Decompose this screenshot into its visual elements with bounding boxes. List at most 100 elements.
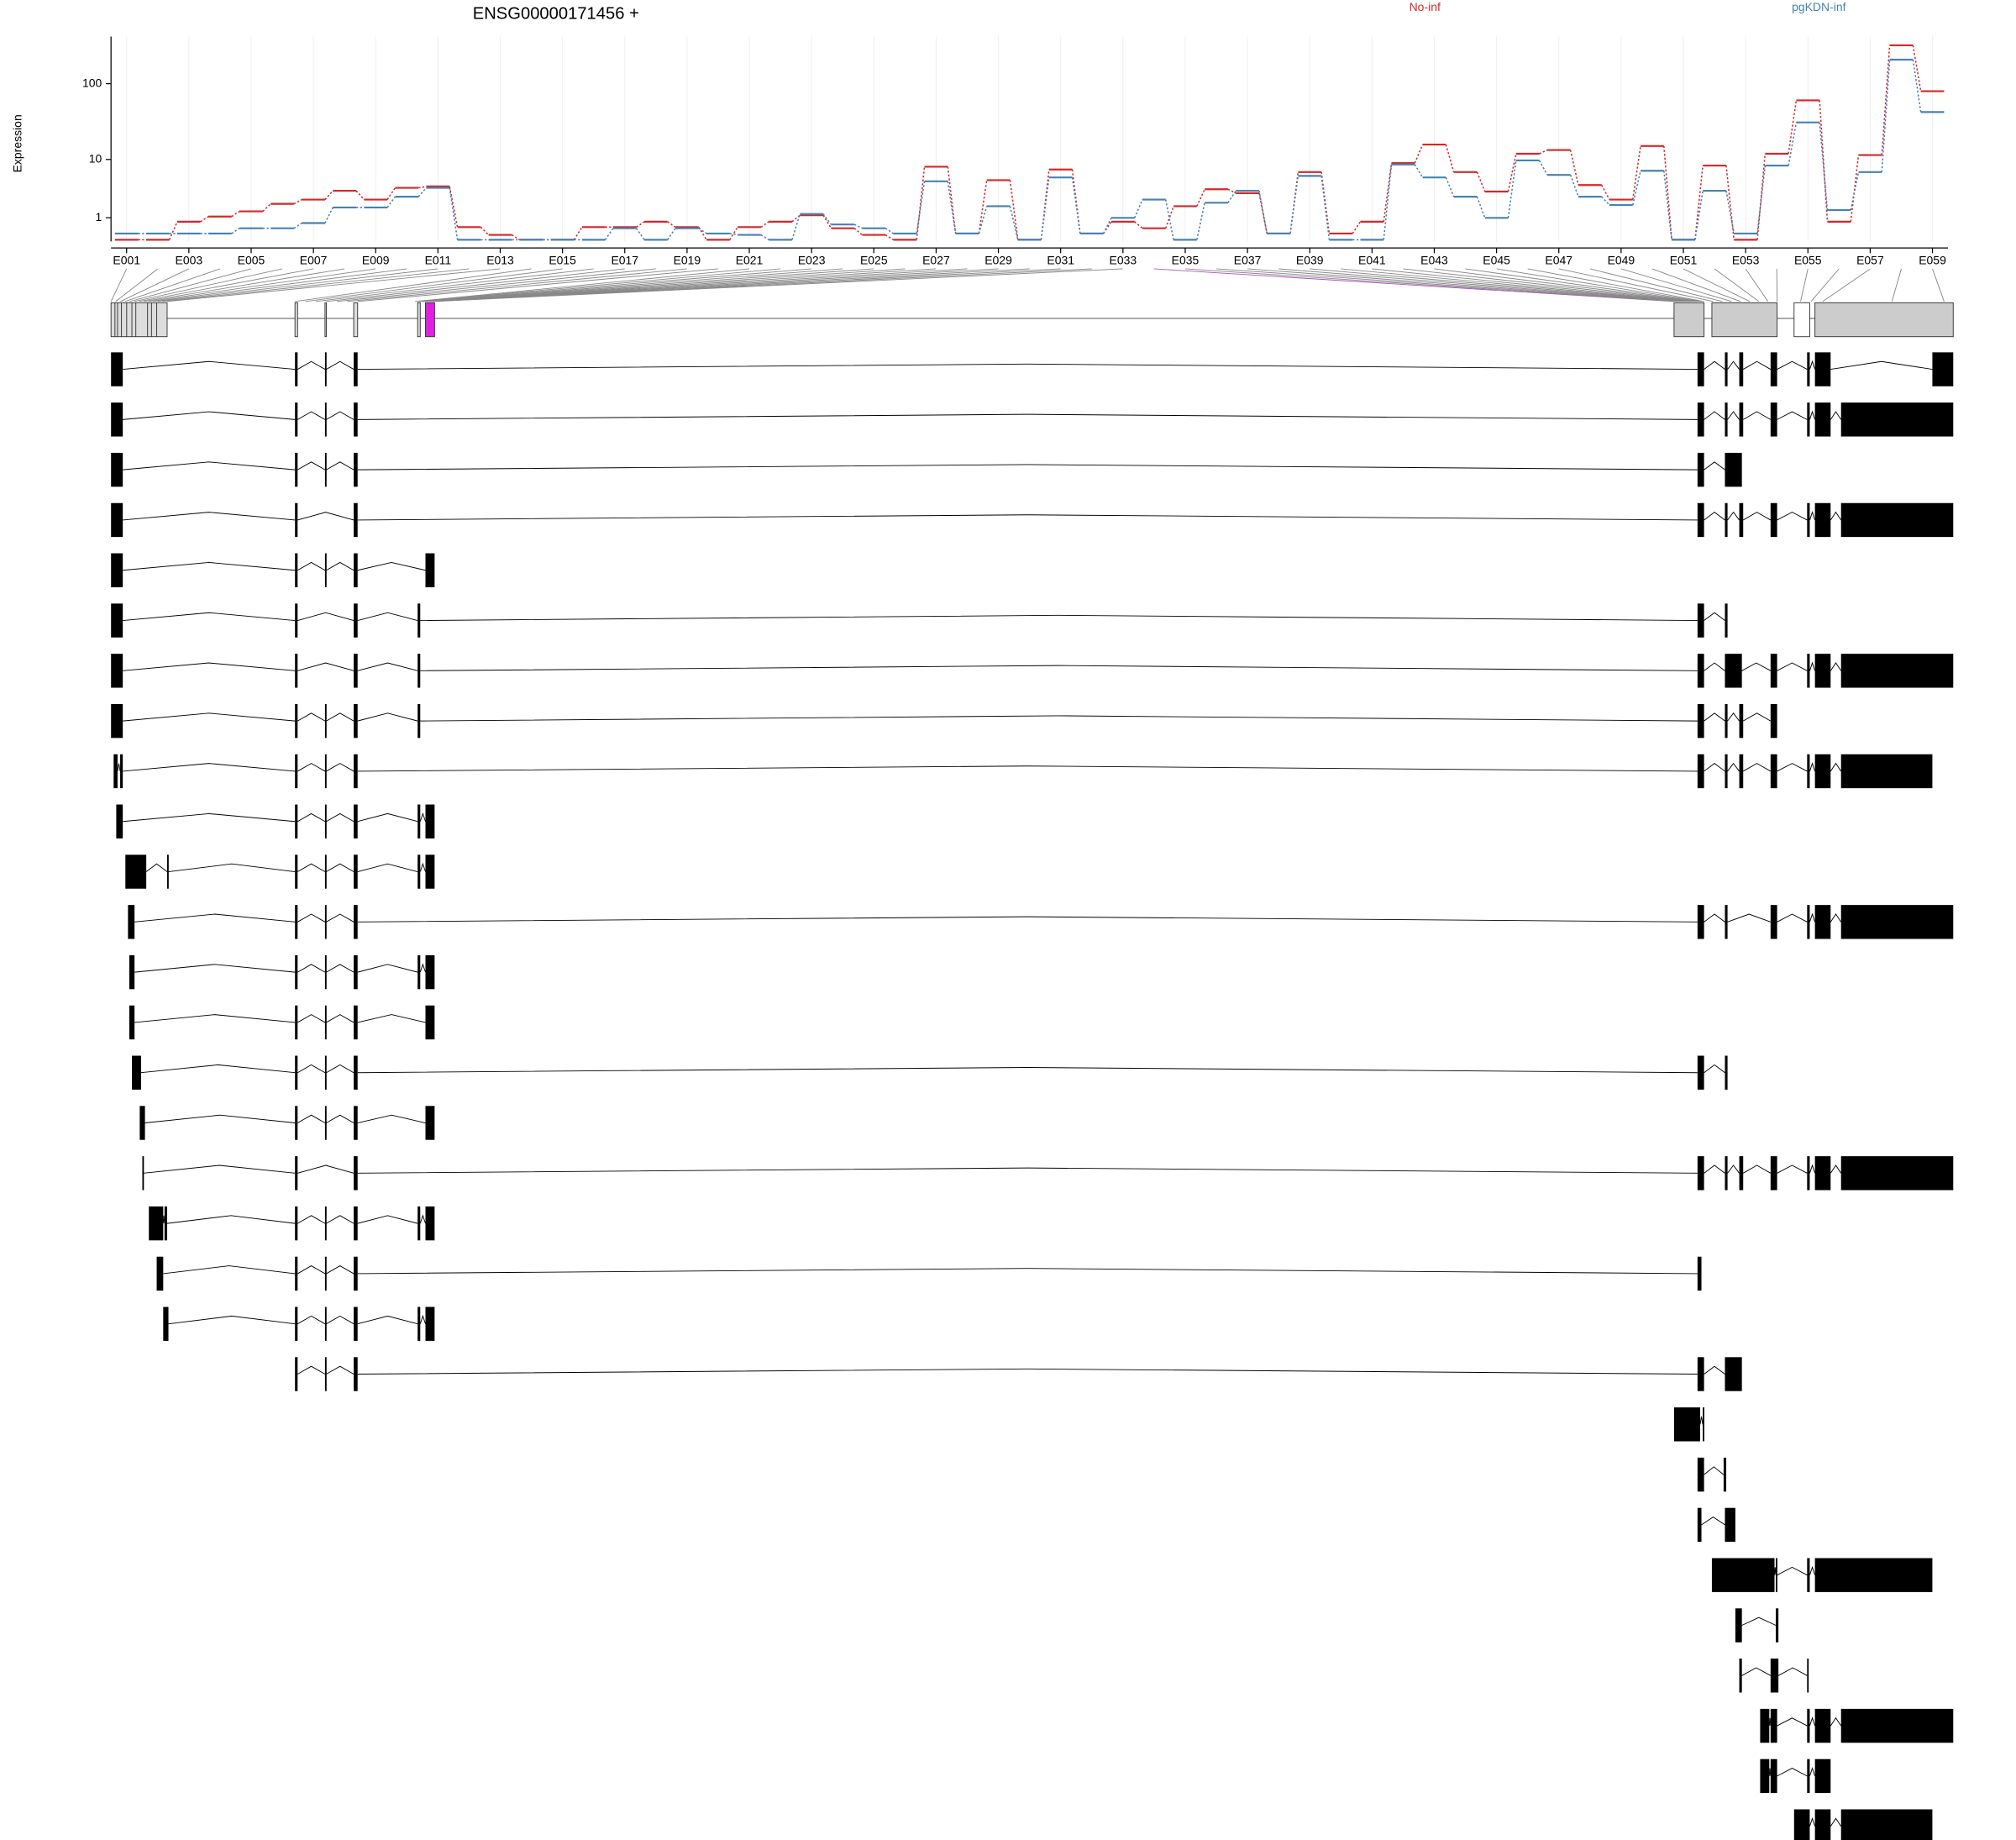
- exon-link: [1714, 268, 1760, 302]
- exon: [425, 1005, 435, 1040]
- exon: [1776, 1558, 1777, 1592]
- exon: [354, 754, 358, 789]
- exon: [1735, 1608, 1742, 1643]
- exon: [163, 1306, 169, 1341]
- intron: [140, 1064, 296, 1074]
- exon: [1840, 754, 1933, 789]
- exon: [1770, 502, 1777, 538]
- intron: [326, 461, 354, 471]
- x-tick-label: E049: [1608, 253, 1635, 266]
- exon: [295, 804, 298, 839]
- x-tick-label: E011: [425, 253, 452, 266]
- transcript: [111, 352, 1954, 386]
- step-connector: [1320, 176, 1331, 240]
- exon: [1725, 352, 1728, 386]
- legend-entry: pgKDN-inf: [1792, 0, 1846, 13]
- intron: [357, 765, 1698, 772]
- legend-entry: No-inf: [1410, 0, 1441, 13]
- exon: [1807, 1759, 1810, 1794]
- exon: [1840, 905, 1954, 939]
- intron: [357, 464, 1698, 471]
- step-connector: [480, 226, 490, 236]
- step-connector: [1819, 100, 1829, 222]
- exon: [354, 703, 358, 739]
- step-connector: [449, 186, 459, 228]
- exon-link: [148, 268, 376, 302]
- step-connector: [1352, 221, 1362, 234]
- exon: [1725, 1055, 1728, 1090]
- exon: [1770, 1708, 1777, 1743]
- intron: [357, 916, 1698, 923]
- exon: [111, 703, 123, 739]
- exon: [1725, 754, 1728, 789]
- y-axis-label: Expression: [11, 114, 24, 172]
- step-connector: [636, 228, 645, 240]
- step-connector: [1227, 188, 1236, 194]
- intron: [1704, 360, 1725, 370]
- step-connector: [1881, 45, 1891, 155]
- x-tick-label: E051: [1670, 253, 1698, 266]
- intron: [1704, 1365, 1725, 1375]
- intron: [1809, 912, 1816, 923]
- intron: [297, 1014, 326, 1023]
- intron: [1768, 1717, 1772, 1727]
- step-connector: [1912, 59, 1922, 113]
- intron: [1809, 1164, 1816, 1174]
- intron: [297, 1265, 326, 1275]
- exon: [1725, 452, 1742, 487]
- exon: [111, 553, 123, 587]
- exon-link: [315, 268, 594, 302]
- intron: [357, 1215, 418, 1224]
- step-connector: [1009, 206, 1019, 240]
- x-tick-label: E021: [736, 253, 764, 266]
- intron: [326, 561, 354, 571]
- intron: [1777, 411, 1808, 420]
- intron: [357, 964, 418, 973]
- exon: [1697, 502, 1704, 538]
- intron: [123, 360, 296, 371]
- intron: [357, 363, 1698, 371]
- intron: [297, 1114, 326, 1123]
- intron: [123, 812, 296, 823]
- exon: [1814, 402, 1831, 437]
- intron: [1704, 461, 1725, 471]
- exon-link: [144, 268, 345, 302]
- exon: [324, 1256, 327, 1291]
- exon-link: [421, 268, 874, 302]
- intron: [1704, 1164, 1725, 1174]
- exon: [1725, 703, 1728, 739]
- intron: [1809, 1565, 1816, 1575]
- exon-link: [1620, 268, 1732, 302]
- step-connector: [1631, 145, 1641, 200]
- transcript: [111, 502, 1954, 538]
- exon-link: [1891, 268, 1902, 302]
- intron: [1809, 762, 1816, 772]
- exon: [295, 553, 298, 587]
- exon: [417, 703, 421, 739]
- step-connector: [1538, 160, 1548, 176]
- intron: [1777, 360, 1808, 370]
- exon: [156, 1256, 164, 1291]
- step-connector: [1289, 176, 1299, 234]
- exon: [295, 905, 298, 939]
- exon-link: [416, 268, 781, 302]
- x-tick-label: E041: [1358, 253, 1386, 266]
- exon: [1840, 654, 1954, 688]
- step-connector: [293, 198, 302, 205]
- exon: [1840, 502, 1954, 538]
- exon: [1739, 703, 1744, 739]
- x-tick-label: E045: [1483, 253, 1510, 266]
- exon: [116, 804, 123, 839]
- transcript: [129, 954, 435, 990]
- step-connector: [1539, 149, 1548, 155]
- transcript: [1739, 1659, 1809, 1693]
- exon: [1697, 1256, 1702, 1291]
- intron: [326, 1265, 354, 1275]
- intron: [297, 360, 326, 370]
- exon: [1807, 905, 1810, 939]
- step-connector: [667, 221, 676, 228]
- exon-link: [1372, 268, 1692, 302]
- exon: [354, 854, 358, 889]
- exon: [1673, 1407, 1700, 1442]
- exon: [1697, 352, 1704, 386]
